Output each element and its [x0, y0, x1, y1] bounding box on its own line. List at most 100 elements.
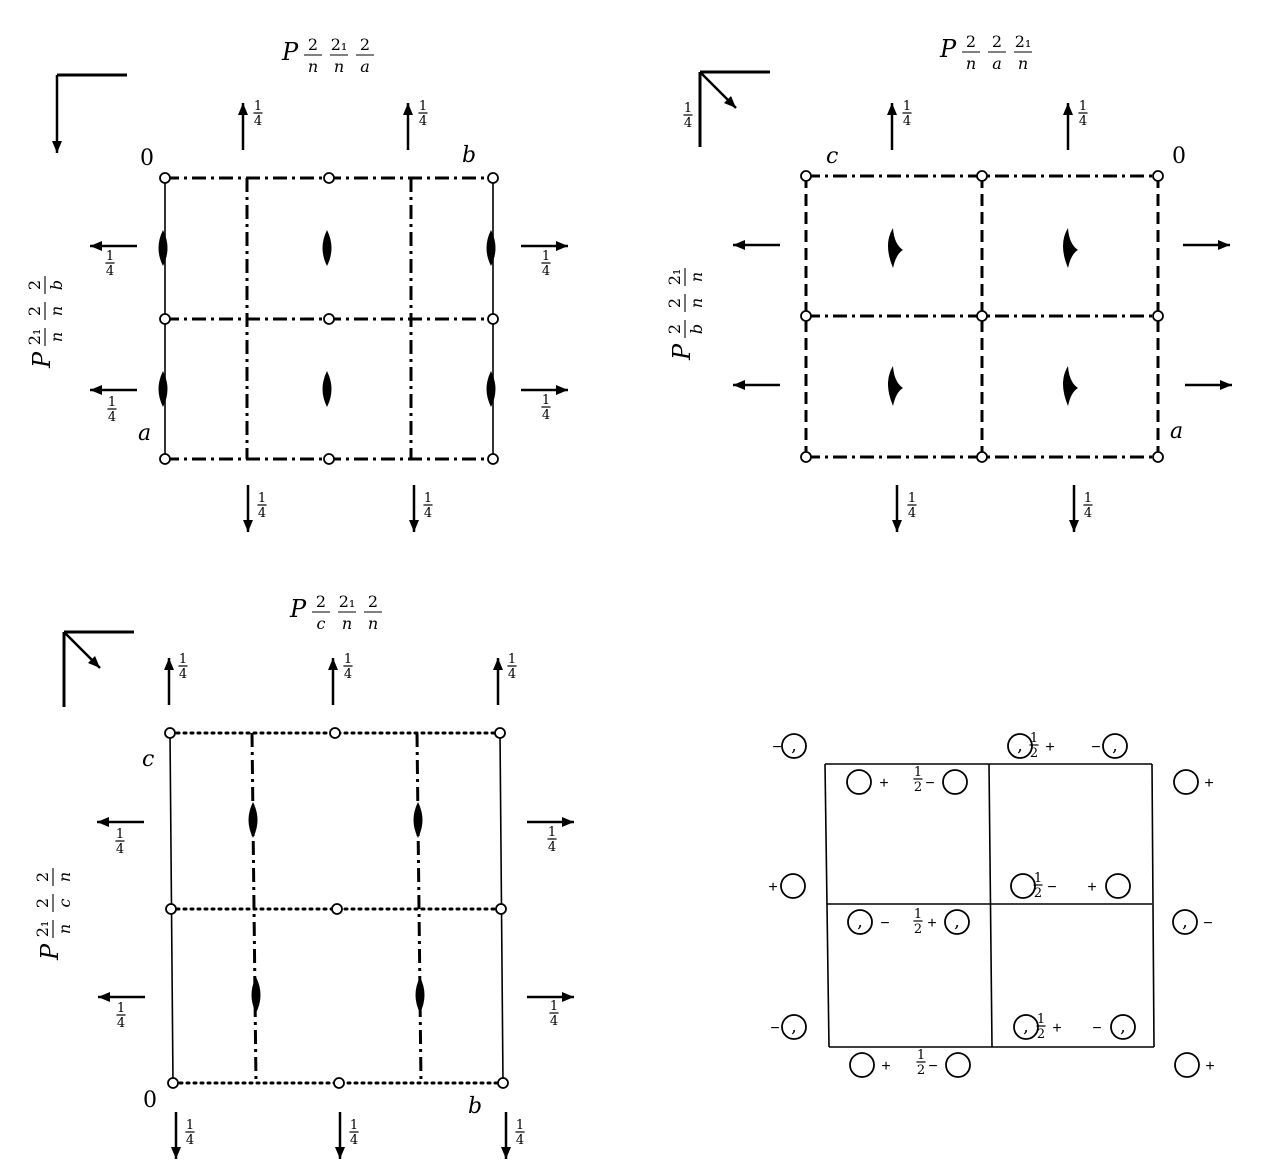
arrowhead [1218, 240, 1230, 250]
fraction-numerator: 1 [1079, 99, 1087, 114]
twofold-axis-symbol [251, 977, 261, 1013]
screw-axis-symbol [1063, 228, 1078, 268]
hm-plane-symbol: n [1018, 54, 1028, 73]
height-sign: + [768, 879, 777, 896]
fraction-denominator: 4 [542, 264, 550, 279]
fraction-quarter: 14 [116, 1001, 126, 1031]
inversion-center [976, 451, 988, 463]
cell-edge [824, 763, 830, 1048]
inversion-center [487, 172, 499, 184]
fraction-denominator: 4 [508, 667, 516, 682]
fraction-numerator: 1 [903, 99, 911, 114]
height-sign: + [1052, 1020, 1061, 1037]
height-sign: − [1047, 879, 1056, 896]
arrowhead [52, 141, 62, 153]
hm-axis-symbol: 2 [966, 32, 976, 51]
fraction-quarter: 14 [423, 491, 433, 521]
general-position [945, 1052, 971, 1078]
inversion-center [331, 903, 343, 915]
fraction-numerator: 1 [1084, 491, 1092, 506]
height-sign: − [772, 739, 781, 756]
fraction-denominator: 4 [116, 842, 124, 857]
hm-plane-symbol: a [992, 54, 1002, 73]
fraction-numerator: 1 [914, 907, 922, 922]
hm-lattice-symbol: P [28, 351, 56, 369]
fraction-quarter: 14 [907, 491, 917, 521]
height-sign: + [1045, 739, 1054, 756]
fraction-numerator: 1 [1037, 1012, 1045, 1027]
arrowhead [1069, 520, 1079, 532]
inversion-center [165, 903, 177, 915]
fraction-numerator: 1 [116, 827, 124, 842]
fraction-denominator: 4 [117, 1016, 125, 1031]
twofold-axis-symbol [486, 230, 496, 266]
enantiomorph-comma: , [791, 735, 797, 756]
origin-label: 0 [143, 1088, 157, 1113]
axis-label-b: b [462, 143, 476, 168]
arrowhead [328, 658, 338, 670]
fraction-numerator: 1 [1034, 871, 1042, 886]
height-sign: + [1204, 775, 1213, 792]
inversion-center [329, 727, 341, 739]
fraction-half: 12 [913, 907, 923, 937]
arrowhead [723, 95, 736, 108]
inversion-center [1152, 310, 1164, 322]
arrowhead [1063, 103, 1073, 115]
enantiomorph-comma: , [954, 911, 960, 932]
fraction-quarter: 14 [343, 652, 353, 682]
axis-label-a: a [138, 421, 151, 446]
inversion-center [497, 1077, 509, 1089]
arrowhead [335, 1147, 345, 1159]
arrowhead [887, 103, 897, 115]
arrowhead [501, 1147, 511, 1159]
hm-plane-symbol: n [47, 306, 66, 316]
inversion-center [495, 903, 507, 915]
general-position [846, 769, 872, 795]
fraction-numerator: 1 [542, 249, 550, 264]
hm-plane-symbol: n [308, 57, 318, 76]
twofold-axis-symbol [322, 230, 332, 266]
fraction-quarter: 14 [1083, 491, 1093, 521]
arrowhead [733, 240, 745, 250]
fraction-numerator: 1 [684, 101, 692, 116]
general-position [942, 769, 968, 795]
general-position [1105, 873, 1131, 899]
twofold-axis-symbol [158, 371, 168, 407]
hm-plane-symbol: c [55, 898, 74, 907]
fraction-half: 12 [916, 1048, 926, 1078]
height-sign: + [927, 915, 936, 932]
fraction-half: 12 [1029, 731, 1039, 761]
inversion-center [976, 170, 988, 182]
fraction-denominator: 4 [1079, 114, 1087, 129]
fraction-numerator: 1 [424, 491, 432, 506]
inversion-center [323, 313, 335, 325]
hm-plane-symbol: a [360, 57, 370, 76]
fraction-denominator: 4 [516, 1133, 524, 1148]
enantiomorph-comma: , [1023, 1016, 1029, 1037]
fraction-denominator: 4 [684, 116, 692, 131]
fraction-denominator: 2 [1034, 886, 1042, 901]
fraction-half: 12 [913, 765, 923, 795]
general-position [1110, 1014, 1136, 1040]
hm-plane-symbol: n [334, 57, 344, 76]
hm-lattice-symbol: P [289, 595, 307, 623]
fraction-quarter: 14 [349, 1118, 359, 1148]
inversion-center [976, 310, 988, 322]
origin-label: 0 [1172, 144, 1186, 169]
hm-plane-symbol: n [368, 614, 378, 633]
hm-plane-symbol: b [47, 280, 66, 290]
twofold-axis-symbol [413, 802, 423, 838]
inversion-center [323, 172, 335, 184]
fraction-quarter: 14 [541, 249, 551, 279]
side-title-bottom-left: P2₁ n2 c2 n [33, 868, 74, 961]
general-position [1172, 909, 1198, 935]
fraction-quarter: 14 [105, 249, 115, 279]
fraction-numerator: 1 [344, 652, 352, 667]
fraction-denominator: 4 [550, 1014, 558, 1029]
axis-label-b: b [468, 1094, 482, 1119]
fraction-numerator: 1 [1030, 731, 1038, 746]
enantiomorph-comma: , [1120, 1016, 1126, 1037]
arrowhead [1220, 380, 1232, 390]
arrowhead [556, 385, 568, 395]
